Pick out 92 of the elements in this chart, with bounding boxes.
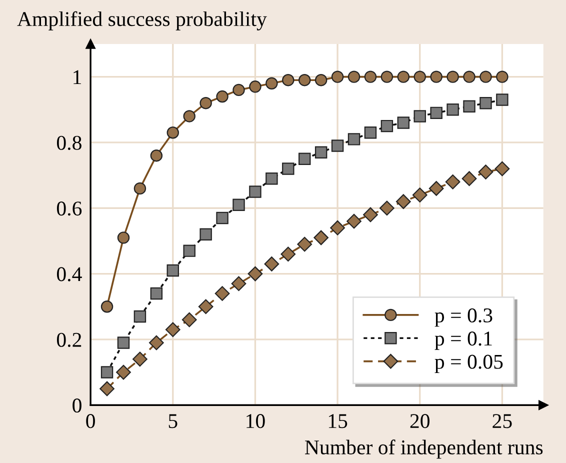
point xyxy=(166,126,179,139)
point xyxy=(150,150,163,162)
point xyxy=(397,70,410,83)
point xyxy=(330,220,345,236)
point xyxy=(100,381,114,396)
point xyxy=(430,70,442,83)
point xyxy=(314,74,328,86)
point xyxy=(480,70,492,83)
point xyxy=(134,310,146,323)
point xyxy=(132,352,148,367)
point xyxy=(116,364,131,380)
point xyxy=(397,116,410,129)
point xyxy=(380,70,394,83)
y-tick-label: 0.8 xyxy=(56,136,82,150)
y-tick-label: 0.2 xyxy=(56,332,82,347)
point xyxy=(134,182,146,195)
point xyxy=(183,110,196,122)
point xyxy=(364,126,377,139)
point xyxy=(348,133,360,146)
point xyxy=(216,212,228,224)
point xyxy=(430,106,442,120)
y-tick-label: 0.4 xyxy=(56,267,82,282)
point xyxy=(166,264,179,277)
point xyxy=(462,171,477,186)
x-tick-label: 25 xyxy=(492,414,512,428)
point xyxy=(282,74,294,86)
x-tick-label: 5 xyxy=(168,414,178,428)
point xyxy=(183,244,196,257)
point xyxy=(494,161,510,176)
point xyxy=(364,70,377,83)
point xyxy=(496,70,508,83)
point xyxy=(314,146,328,158)
point xyxy=(298,74,311,86)
point xyxy=(117,336,130,349)
x-tick-label: 10 xyxy=(246,414,265,428)
point xyxy=(463,100,476,112)
point xyxy=(331,140,344,152)
point xyxy=(445,174,460,190)
point xyxy=(346,214,362,229)
point xyxy=(148,335,164,350)
point xyxy=(231,276,246,292)
legend-label: p = 0.1 xyxy=(434,332,492,350)
point xyxy=(480,96,492,110)
point xyxy=(496,94,508,106)
point xyxy=(117,232,130,244)
point xyxy=(232,198,245,211)
point xyxy=(314,230,329,246)
point xyxy=(363,207,378,222)
point xyxy=(298,152,311,166)
point xyxy=(414,70,426,83)
point xyxy=(248,266,263,282)
point xyxy=(463,70,476,83)
point xyxy=(200,96,212,110)
x-tick-label: 20 xyxy=(410,414,430,428)
point xyxy=(280,246,296,262)
point xyxy=(428,181,444,196)
point xyxy=(182,312,197,328)
point xyxy=(414,110,426,122)
x-axis-title: Number of independent runs xyxy=(305,440,543,459)
y-axis-title: Amplified success probability xyxy=(17,11,267,30)
point xyxy=(348,70,360,83)
point xyxy=(232,84,245,96)
point xyxy=(249,186,262,198)
y-tick-label: 0.6 xyxy=(56,202,82,216)
point xyxy=(266,77,278,90)
point xyxy=(150,287,163,300)
point xyxy=(165,322,180,338)
point xyxy=(446,104,459,116)
point xyxy=(100,300,114,313)
y-tick-label: 1 xyxy=(74,70,81,84)
x-tick-label: 0 xyxy=(86,414,95,428)
point xyxy=(412,188,428,202)
point xyxy=(297,236,312,252)
point xyxy=(216,90,228,103)
point xyxy=(264,256,280,272)
point xyxy=(214,286,230,301)
point xyxy=(446,70,459,83)
point xyxy=(478,164,494,180)
y-tick-label: 0 xyxy=(72,398,82,413)
point xyxy=(249,80,262,93)
point xyxy=(396,194,411,210)
point xyxy=(266,172,278,185)
point xyxy=(100,366,114,378)
point xyxy=(200,228,212,241)
x-tick-label: 15 xyxy=(328,414,348,428)
point xyxy=(282,162,294,175)
point xyxy=(380,120,394,132)
legend-label: p = 0.3 xyxy=(434,308,492,327)
point xyxy=(380,200,394,216)
legend-label: p = 0.05 xyxy=(434,354,503,374)
point xyxy=(198,299,214,314)
point xyxy=(331,70,344,83)
